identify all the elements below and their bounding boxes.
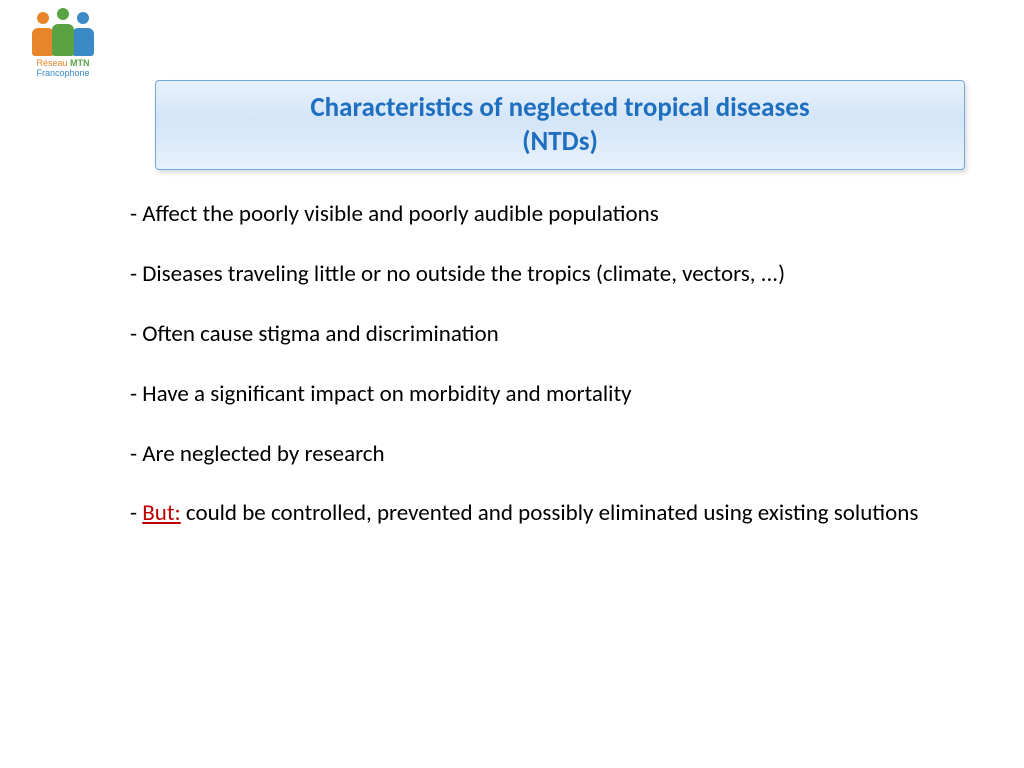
logo-word-mtn: MTN <box>70 58 90 68</box>
bullet-item: - Are neglected by research <box>130 440 960 470</box>
bullet-item: - But: could be controlled, prevented an… <box>130 499 960 529</box>
bullet-item: - Often cause stigma and discrimination <box>130 320 960 350</box>
slide-body: - Affect the poorly visible and poorly a… <box>130 200 960 559</box>
bullet-prefix: - <box>130 200 142 228</box>
bullet-prefix: - <box>130 320 142 348</box>
slide-title-box: Characteristics of neglected tropical di… <box>155 80 965 170</box>
slide-title-line2: (NTDs) <box>176 125 944 159</box>
logo-figures <box>18 8 108 56</box>
bullet-item: - Diseases traveling little or no outsid… <box>130 260 960 290</box>
bullet-prefix: - <box>130 260 142 288</box>
bullet-highlight: But: <box>142 499 180 527</box>
bullet-text: Diseases traveling little or no outside … <box>142 260 785 288</box>
bullet-text: could be controlled, prevented and possi… <box>181 499 919 527</box>
bullet-item: - Affect the poorly visible and poorly a… <box>130 200 960 230</box>
bullet-prefix: - <box>130 499 142 527</box>
bullet-prefix: - <box>130 380 142 408</box>
bullet-prefix: - <box>130 440 142 468</box>
logo-word-francophone: Francophone <box>36 68 89 78</box>
logo-text: Réseau MTN Francophone <box>18 58 108 78</box>
bullet-item: - Have a significant impact on morbidity… <box>130 380 960 410</box>
slide-title-line1: Characteristics of neglected tropical di… <box>176 91 944 125</box>
logo-figure-green <box>50 8 76 56</box>
bullet-text: Affect the poorly visible and poorly aud… <box>142 200 658 228</box>
bullet-text: Often cause stigma and discrimination <box>142 320 498 348</box>
bullet-text: Have a significant impact on morbidity a… <box>142 380 631 408</box>
org-logo: Réseau MTN Francophone <box>18 8 108 78</box>
bullet-text: Are neglected by research <box>142 440 384 468</box>
logo-word-reseau: Réseau <box>36 58 70 68</box>
